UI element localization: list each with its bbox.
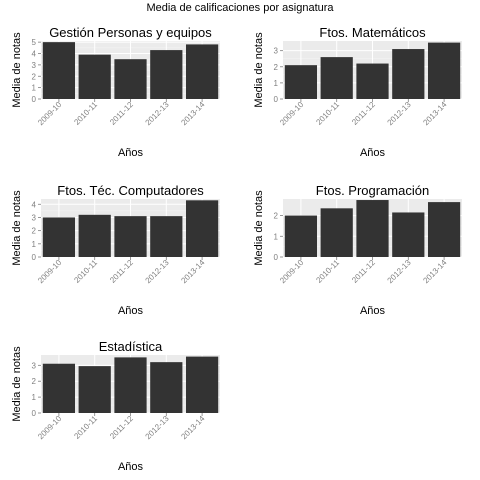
x-axis-label: Años bbox=[118, 461, 144, 473]
y-tick-label: 2 bbox=[274, 63, 279, 72]
y-tick-label: 1 bbox=[274, 79, 279, 88]
bar bbox=[427, 42, 461, 99]
y-axis-label: Media de notas bbox=[253, 32, 265, 108]
x-tick-label: 2012-13 bbox=[144, 100, 172, 128]
x-tick-label: 2010-11 bbox=[72, 414, 99, 441]
x-tick-label: 2011-12 bbox=[350, 100, 377, 127]
x-tick-label: 2010-11 bbox=[314, 258, 341, 285]
y-tick-label: 4 bbox=[32, 200, 37, 209]
panel-title: Estadística bbox=[99, 339, 163, 354]
y-tick-label: 0 bbox=[32, 409, 37, 418]
y-tick-label: 0 bbox=[32, 95, 37, 104]
x-tick-label: 2013-14 bbox=[421, 100, 449, 128]
bar bbox=[320, 57, 353, 99]
x-tick-label: 2013-14 bbox=[179, 414, 207, 442]
y-tick-label: 2 bbox=[32, 377, 37, 386]
x-tick-label: 2012-13 bbox=[386, 258, 414, 286]
panel-title: Gestión Personas y equipos bbox=[49, 25, 212, 40]
y-axis-label: Media de notas bbox=[11, 32, 23, 108]
x-axis-label: Años bbox=[118, 305, 144, 317]
x-tick-label: 2013-14 bbox=[421, 258, 449, 286]
bar bbox=[185, 44, 219, 99]
y-tick-label: 2 bbox=[32, 72, 37, 81]
panel-title: Ftos. Matemáticos bbox=[319, 25, 426, 40]
bar bbox=[114, 59, 147, 99]
y-tick-label: 1 bbox=[32, 240, 37, 249]
x-tick-label: 2013-14 bbox=[179, 100, 207, 128]
y-tick-label: 0 bbox=[32, 253, 37, 262]
figure-title: Media de calificaciones por asignatura bbox=[146, 2, 334, 14]
chart-panel: 0 1 2 3 2009-10 2010-11 2011-12 2012-13 2013-14 E… bbox=[11, 339, 220, 473]
bar bbox=[185, 356, 219, 413]
x-tick-label: 2009-10 bbox=[278, 100, 306, 128]
bar bbox=[78, 54, 111, 99]
x-tick-label: 2009-10 bbox=[278, 258, 306, 286]
y-tick-label: 3 bbox=[274, 47, 279, 56]
x-tick-label: 2010-11 bbox=[72, 100, 99, 127]
bar bbox=[150, 216, 183, 257]
x-tick-label: 2010-11 bbox=[72, 258, 99, 285]
y-tick-label: 5 bbox=[32, 38, 37, 47]
x-tick-label: 2012-13 bbox=[144, 258, 172, 286]
bar bbox=[392, 49, 425, 99]
bar bbox=[356, 63, 389, 99]
y-tick-label: 1 bbox=[274, 232, 279, 241]
bar bbox=[42, 217, 76, 257]
chart-panel: 0 1 2 2009-10 2010-11 2011-12 2012-13 2013-14 Ft… bbox=[253, 183, 462, 317]
bar bbox=[284, 215, 318, 257]
bar bbox=[114, 357, 147, 413]
chart-panel: 0 1 2 3 4 2009-10 2010-11 2011-12 2012-13 2013-14… bbox=[11, 183, 220, 317]
y-axis-label: Media de notas bbox=[11, 190, 23, 266]
bar bbox=[427, 202, 461, 257]
x-tick-label: 2013-14 bbox=[179, 258, 207, 286]
y-tick-label: 1 bbox=[32, 393, 37, 402]
x-tick-label: 2012-13 bbox=[144, 414, 172, 442]
bar bbox=[78, 214, 111, 257]
x-tick-label: 2009-10 bbox=[36, 414, 64, 442]
bar bbox=[150, 362, 183, 413]
panel-title: Ftos. Téc. Computadores bbox=[57, 183, 204, 198]
bar bbox=[392, 212, 425, 257]
x-axis-label: Años bbox=[118, 147, 144, 159]
bar bbox=[42, 42, 76, 99]
chart-panel: 0 1 2 3 2009-10 2010-11 2011-12 2012-13 2013-14 F… bbox=[253, 25, 462, 159]
x-tick-label: 2010-11 bbox=[314, 100, 341, 127]
y-tick-label: 2 bbox=[32, 227, 37, 236]
bar bbox=[320, 208, 353, 257]
x-tick-label: 2011-12 bbox=[108, 414, 135, 441]
y-tick-label: 0 bbox=[274, 95, 279, 104]
x-tick-label: 2011-12 bbox=[108, 258, 135, 285]
y-tick-label: 3 bbox=[32, 361, 37, 370]
y-tick-label: 3 bbox=[32, 213, 37, 222]
x-tick-label: 2009-10 bbox=[36, 258, 64, 286]
bar bbox=[284, 65, 318, 99]
y-tick-label: 3 bbox=[32, 61, 37, 70]
bar bbox=[185, 200, 219, 257]
y-tick-label: 2 bbox=[274, 212, 279, 221]
y-axis-label: Media de notas bbox=[11, 346, 23, 422]
x-tick-label: 2011-12 bbox=[350, 258, 377, 285]
bar bbox=[114, 216, 147, 257]
x-axis-label: Años bbox=[360, 147, 386, 159]
bar bbox=[150, 50, 183, 99]
y-tick-label: 4 bbox=[32, 50, 37, 59]
x-tick-label: 2011-12 bbox=[108, 100, 135, 127]
bar bbox=[78, 366, 111, 413]
y-axis-label: Media de notas bbox=[253, 190, 265, 266]
chart-panel: 0 1 2 3 4 5 2009-10 2010-11 2011-12 2012-13 2013-1… bbox=[11, 25, 220, 159]
x-axis-label: Años bbox=[360, 305, 386, 317]
y-tick-label: 0 bbox=[274, 253, 279, 262]
x-tick-label: 2012-13 bbox=[386, 100, 414, 128]
x-tick-label: 2009-10 bbox=[36, 100, 64, 128]
bar bbox=[42, 363, 76, 413]
y-tick-label: 1 bbox=[32, 84, 37, 93]
bar bbox=[356, 200, 389, 257]
panel-title: Ftos. Programación bbox=[316, 183, 429, 198]
